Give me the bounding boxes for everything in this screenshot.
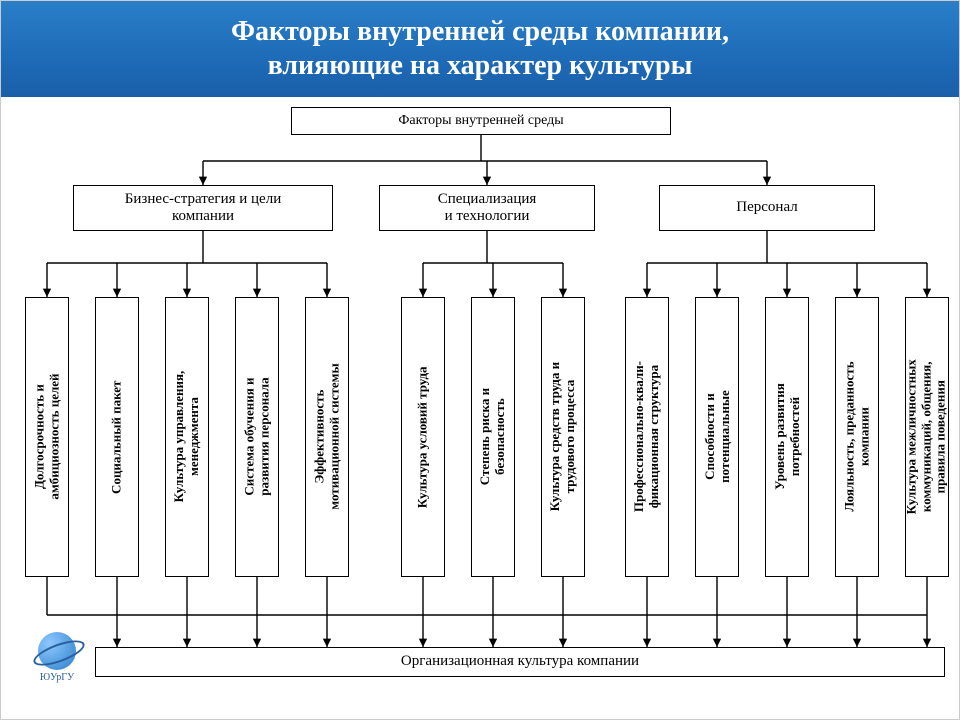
title-line-2: влияющие на характер культуры bbox=[1, 49, 959, 83]
leaf-node: Культура управления,менеджмента bbox=[165, 297, 209, 577]
leaf-label: Лояльность, преданностькомпании bbox=[842, 362, 871, 512]
leaf-label: Уровень развитияпотребностей bbox=[772, 384, 801, 491]
root-label: Факторы внутренней среды bbox=[398, 113, 563, 129]
leaf-node: Культура средств труда итрудового процес… bbox=[541, 297, 585, 577]
leaf-node: Профессионально-квали-фикационная структ… bbox=[625, 297, 669, 577]
result-label: Организационная культура компании bbox=[401, 653, 639, 670]
logo-text: ЮУрГУ bbox=[29, 672, 85, 683]
leaf-label: Культура межличностныхкоммуникаций, обще… bbox=[905, 359, 949, 514]
leaf-label: Культура условий труда bbox=[416, 366, 431, 508]
leaf-label: Способности ипотенциальные bbox=[702, 391, 731, 484]
leaf-node: Степень риска ибезопасность bbox=[471, 297, 515, 577]
branch-node: Специализацияи технологии bbox=[379, 185, 595, 231]
branch-label: Бизнес-стратегия и целикомпании bbox=[125, 191, 281, 226]
university-logo: ЮУрГУ bbox=[29, 632, 85, 683]
leaf-label: Долгосрочность иамбициозность целей bbox=[32, 374, 61, 500]
leaf-label: Профессионально-квали-фикационная структ… bbox=[632, 361, 661, 512]
leaf-label: Социальный пакет bbox=[110, 380, 125, 493]
leaf-node: Социальный пакет bbox=[95, 297, 139, 577]
branch-label: Персонал bbox=[736, 199, 797, 216]
title-line-1: Факторы внутренней среды компании, bbox=[1, 15, 959, 49]
slide: Факторы внутренней среды компании, влияю… bbox=[0, 0, 960, 720]
leaf-label: Степень риска ибезопасность bbox=[478, 388, 507, 485]
logo-icon bbox=[38, 632, 76, 670]
leaf-label: Система обучения иразвития персонала bbox=[242, 378, 271, 496]
result-node: Организационная культура компании bbox=[95, 647, 945, 677]
leaf-node: Система обучения иразвития персонала bbox=[235, 297, 279, 577]
leaf-label: Культура средств труда итрудового процес… bbox=[548, 362, 577, 511]
leaf-node: Уровень развитияпотребностей bbox=[765, 297, 809, 577]
branch-node: Персонал bbox=[659, 185, 875, 231]
branch-node: Бизнес-стратегия и целикомпании bbox=[73, 185, 333, 231]
leaf-node: Культура условий труда bbox=[401, 297, 445, 577]
root-node: Факторы внутренней среды bbox=[291, 107, 671, 135]
leaf-label: Культура управления,менеджмента bbox=[172, 371, 201, 503]
leaf-label: Эффективностьмотивационной системы bbox=[312, 364, 341, 510]
leaf-node: Культура межличностныхкоммуникаций, обще… bbox=[905, 297, 949, 577]
leaf-node: Способности ипотенциальные bbox=[695, 297, 739, 577]
leaf-node: Долгосрочность иамбициозность целей bbox=[25, 297, 69, 577]
leaf-node: Эффективностьмотивационной системы bbox=[305, 297, 349, 577]
slide-title: Факторы внутренней среды компании, влияю… bbox=[1, 1, 959, 97]
branch-label: Специализацияи технологии bbox=[438, 191, 537, 226]
leaf-node: Лояльность, преданностькомпании bbox=[835, 297, 879, 577]
